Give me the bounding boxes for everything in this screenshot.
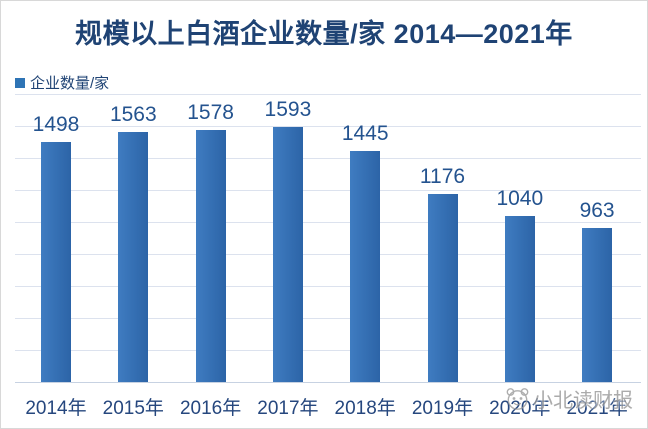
bar-2017年: [272, 127, 303, 382]
gridline: [15, 189, 641, 191]
legend-label: 企业数量/家: [30, 75, 110, 92]
chart-title: 规模以上白酒企业数量/家 2014—2021年: [75, 19, 573, 49]
gridline: [15, 349, 641, 351]
gridline: [15, 253, 641, 255]
x-axis-line: [15, 381, 641, 383]
x-tick-label: 2017年: [257, 398, 319, 419]
gridline: [15, 125, 641, 127]
watermark: 小北读财报: [505, 384, 633, 413]
bar-2021年: [582, 227, 613, 382]
bar-value-label: 1578: [187, 100, 234, 124]
bar-2019年: [427, 193, 458, 382]
bar-value-label: 1498: [32, 113, 80, 137]
bar-2016年: [195, 129, 226, 382]
x-tick-label: 2014年: [25, 398, 87, 419]
bar-value-label: 1176: [419, 164, 466, 188]
legend-marker-icon: [15, 77, 25, 88]
bar-2020年: [504, 215, 535, 382]
watermark-text: 小北读财报: [533, 390, 633, 412]
bar-2015年: [118, 131, 149, 382]
gridline: [15, 157, 641, 159]
x-tick-label: 2019年: [411, 398, 474, 419]
bar-2018年: [350, 150, 381, 382]
gridline: [15, 221, 641, 223]
x-tick-label: 2015年: [102, 398, 164, 419]
bar-2014年: [41, 142, 71, 382]
bar-value-label: 963: [579, 198, 615, 222]
gridline: [15, 93, 641, 95]
x-tick-label: 2016年: [179, 398, 242, 419]
panda-face-icon: [506, 388, 529, 410]
x-tick-label: 2021年: [566, 398, 628, 419]
bar-value-label: 1445: [341, 121, 389, 145]
bar-value-label: 1040: [496, 186, 544, 210]
bar-value-label: 1563: [109, 102, 157, 126]
bar-value-label: 1593: [264, 98, 312, 122]
x-tick-label: 2018年: [334, 398, 396, 419]
legend: 企业数量/家: [15, 72, 109, 93]
gridline: [15, 317, 641, 319]
gridline: [15, 285, 641, 287]
